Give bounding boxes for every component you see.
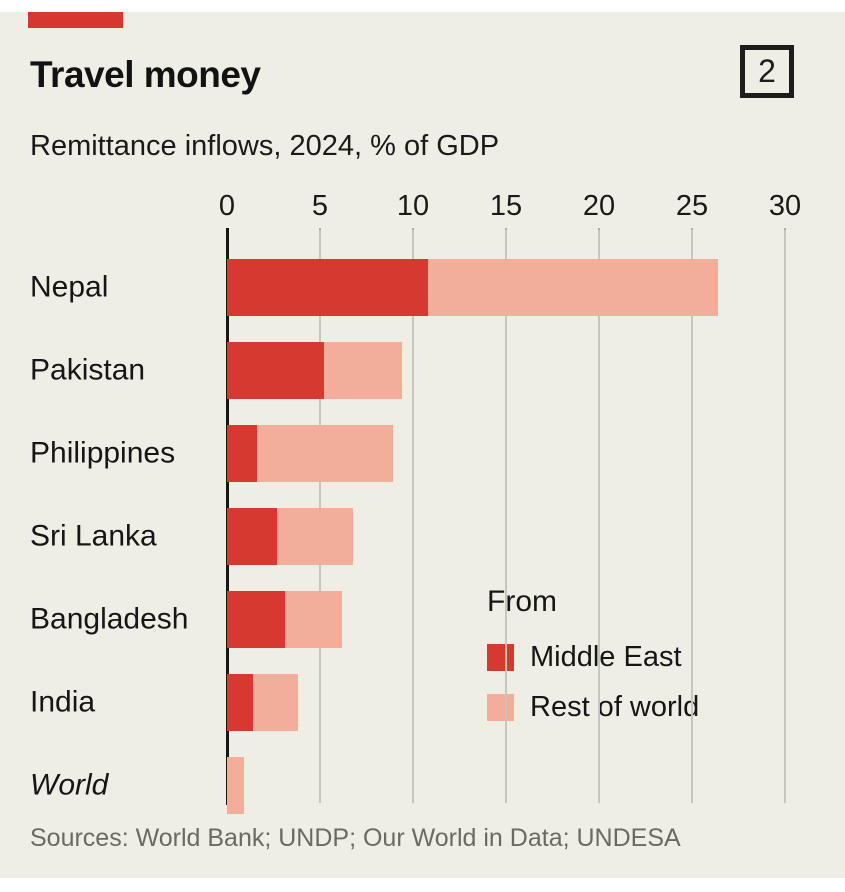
- chart-card-background: 2 Travel money Remittance inflows, 2024,…: [0, 12, 845, 878]
- bar-segment-middle-east: [227, 342, 324, 399]
- category-label: India: [30, 684, 96, 718]
- sources-line: Sources: World Bank; UNDP; Our World in …: [30, 824, 681, 852]
- bar-segment-rest-of-world: [284, 591, 343, 648]
- bar-stack: [227, 259, 719, 316]
- x-tick-label: 0: [218, 190, 236, 222]
- bar-row: Philippines: [0, 425, 845, 482]
- bar-stack: [227, 508, 354, 565]
- bar-segment-rest-of-world: [256, 425, 393, 482]
- bar-segment-middle-east: [227, 591, 285, 648]
- x-tick-label: 20: [582, 190, 616, 222]
- category-label: World: [30, 767, 109, 801]
- bar-row: Bangladesh: [0, 591, 845, 648]
- legend-swatch: [487, 694, 514, 721]
- chart-title: Travel money: [30, 54, 261, 95]
- brand-tag: [28, 12, 123, 28]
- category-label: Bangladesh: [30, 601, 189, 635]
- bar-row: Nepal: [0, 259, 845, 316]
- bar-segment-rest-of-world: [227, 757, 244, 814]
- gridline: [691, 230, 693, 803]
- category-label: Nepal: [30, 269, 109, 303]
- bar-row: World: [0, 757, 845, 814]
- bar-row: Sri Lanka: [0, 508, 845, 565]
- bar-segment-rest-of-world: [253, 674, 298, 731]
- bar-row: India: [0, 674, 845, 731]
- bar-stack: [227, 674, 298, 731]
- bar-segment-middle-east: [227, 259, 428, 316]
- legend-swatch: [487, 644, 514, 671]
- bar-segment-middle-east: [227, 508, 278, 565]
- index-badge: 2: [740, 45, 794, 98]
- bar-stack: [227, 757, 244, 814]
- bar-chart: From Middle East Rest of world 0 5 10 15 20 25…: [0, 12, 845, 878]
- bar-segment-middle-east: [227, 425, 257, 482]
- category-label: Pakistan: [30, 352, 146, 386]
- legend-label: Rest of world: [530, 691, 700, 723]
- legend-item: Middle East: [487, 641, 699, 674]
- index-badge-number: 2: [758, 53, 776, 89]
- bar-segment-rest-of-world: [323, 342, 402, 399]
- category-label: Sri Lanka: [30, 518, 157, 552]
- x-tick-label: 30: [768, 190, 802, 222]
- x-tick-label: 25: [675, 190, 709, 222]
- category-label: Philippines: [30, 435, 176, 469]
- bar-segment-middle-east: [227, 674, 254, 731]
- gridline: [412, 230, 414, 803]
- chart-subtitle: Remittance inflows, 2024, % of GDP: [30, 130, 500, 162]
- gridline: [784, 230, 786, 803]
- bar-stack: [227, 425, 393, 482]
- gridline: [505, 230, 507, 803]
- x-tick-label: 5: [311, 190, 329, 222]
- x-tick-label: 15: [489, 190, 523, 222]
- bar-stack: [227, 591, 343, 648]
- gridline: [598, 230, 600, 803]
- bar-segment-rest-of-world: [277, 508, 354, 565]
- x-tick-label: 10: [396, 190, 430, 222]
- legend-heading: From: [487, 585, 557, 618]
- legend: From Middle East Rest of world: [487, 585, 699, 741]
- bar-stack: [227, 342, 402, 399]
- bar-row: Pakistan: [0, 342, 845, 399]
- legend-label: Middle East: [530, 641, 682, 673]
- bar-segment-rest-of-world: [427, 259, 719, 316]
- legend-item: Rest of world: [487, 691, 699, 724]
